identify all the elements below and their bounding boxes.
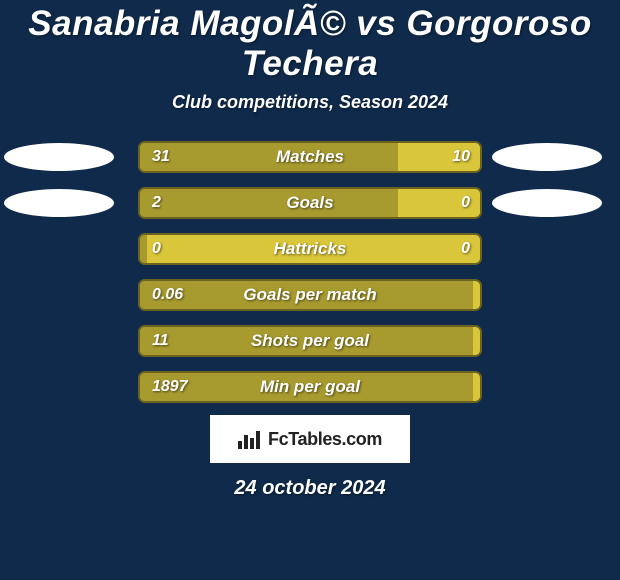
stat-bar: 11 Shots per goal (138, 325, 482, 357)
stat-row: 1897 Min per goal (0, 371, 620, 403)
stat-label: Goals per match (243, 285, 376, 305)
stat-bar: 2 Goals 0 (138, 187, 482, 219)
stat-row: 2 Goals 0 (0, 187, 620, 219)
branding-badge: FcTables.com (210, 415, 410, 463)
stat-right-value: 0 (461, 240, 470, 258)
player-marker-right (492, 143, 602, 171)
stat-left-value: 0.06 (152, 286, 183, 304)
stat-label: Hattricks (274, 239, 347, 259)
subtitle: Club competitions, Season 2024 (0, 92, 620, 113)
stat-bar-left-seg (140, 143, 398, 171)
player-marker-left (4, 143, 114, 171)
stats-container: 31 Matches 10 2 Goals 0 0 Hattricks 0 0.06 Goals p… (0, 141, 620, 403)
stat-right-value: 0 (461, 194, 470, 212)
stat-bar-left-seg (140, 189, 398, 217)
stat-bar: 0.06 Goals per match (138, 279, 482, 311)
stat-row: 11 Shots per goal (0, 325, 620, 357)
stat-bar: 31 Matches 10 (138, 141, 482, 173)
stat-left-value: 0 (152, 240, 161, 258)
stat-bar-right-seg (473, 327, 480, 355)
branding-text: FcTables.com (268, 429, 382, 450)
stat-left-value: 1897 (152, 378, 188, 396)
stat-bar: 1897 Min per goal (138, 371, 482, 403)
stat-right-value: 10 (452, 148, 470, 166)
stat-row: 0 Hattricks 0 (0, 233, 620, 265)
stat-label: Min per goal (260, 377, 360, 397)
stat-left-value: 2 (152, 194, 161, 212)
stat-row: 0.06 Goals per match (0, 279, 620, 311)
stat-bar-right-seg (473, 373, 480, 401)
stat-label: Shots per goal (251, 331, 369, 351)
date-text: 24 october 2024 (0, 477, 620, 500)
bars-icon (238, 429, 262, 449)
stat-label: Goals (286, 193, 333, 213)
stat-bar-left-seg (140, 235, 147, 263)
stat-left-value: 31 (152, 148, 170, 166)
comparison-card: Sanabria MagolÃ© vs Gorgoroso Techera Cl… (0, 0, 620, 580)
stat-bar-right-seg (473, 281, 480, 309)
stat-row: 31 Matches 10 (0, 141, 620, 173)
player-marker-left (4, 189, 114, 217)
stat-bar: 0 Hattricks 0 (138, 233, 482, 265)
stat-label: Matches (276, 147, 344, 167)
stat-left-value: 11 (152, 332, 169, 350)
page-title: Sanabria MagolÃ© vs Gorgoroso Techera (0, 0, 620, 84)
player-marker-right (492, 189, 602, 217)
